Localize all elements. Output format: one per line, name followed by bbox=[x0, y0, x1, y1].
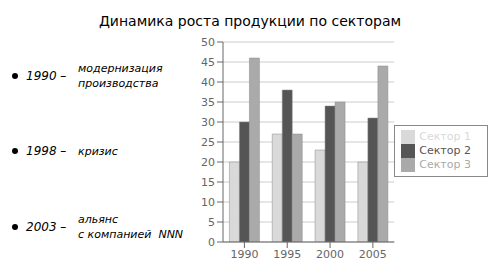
html-text:Сектор 2: Сектор 2 bbox=[419, 144, 471, 157]
html-text:производства: производства bbox=[78, 76, 159, 90]
html-text:альянс: альянс bbox=[78, 212, 119, 226]
html-text:1990 –: 1990 – bbox=[26, 68, 67, 83]
html-text:кризис: кризис bbox=[78, 144, 118, 158]
svg-text:10: 10 bbox=[201, 196, 215, 209]
html-text:2003 –: 2003 – bbox=[26, 219, 67, 234]
svg-text:1995: 1995 bbox=[273, 248, 301, 261]
svg-text:5: 5 bbox=[208, 216, 215, 229]
html-text:с компанией NNN: с компанией NNN bbox=[78, 227, 184, 241]
svg-text:50: 50 bbox=[201, 36, 215, 49]
svg-text:1990: 1990 bbox=[230, 248, 258, 261]
html-text:Сектор 1: Сектор 1 bbox=[419, 130, 471, 143]
html-text:Сектор 3: Сектор 3 bbox=[419, 158, 471, 171]
svg-text:35: 35 bbox=[201, 96, 215, 109]
svg-text:45: 45 bbox=[201, 56, 215, 69]
svg-text:15: 15 bbox=[201, 176, 215, 189]
svg-text:2000: 2000 bbox=[316, 248, 344, 261]
svg-text:20: 20 bbox=[201, 156, 215, 169]
html-text:Динамика роста продукции по се: Динамика роста продукции по секторам bbox=[98, 13, 402, 29]
svg-text:40: 40 bbox=[201, 76, 215, 89]
svg-text:0: 0 bbox=[208, 236, 215, 249]
html-text:1998 –: 1998 – bbox=[26, 144, 67, 158]
svg-text:30: 30 bbox=[201, 116, 215, 129]
svg-text:2005: 2005 bbox=[359, 248, 387, 261]
svg-text:25: 25 bbox=[201, 136, 215, 149]
html-text:модернизация: модернизация bbox=[78, 61, 163, 75]
